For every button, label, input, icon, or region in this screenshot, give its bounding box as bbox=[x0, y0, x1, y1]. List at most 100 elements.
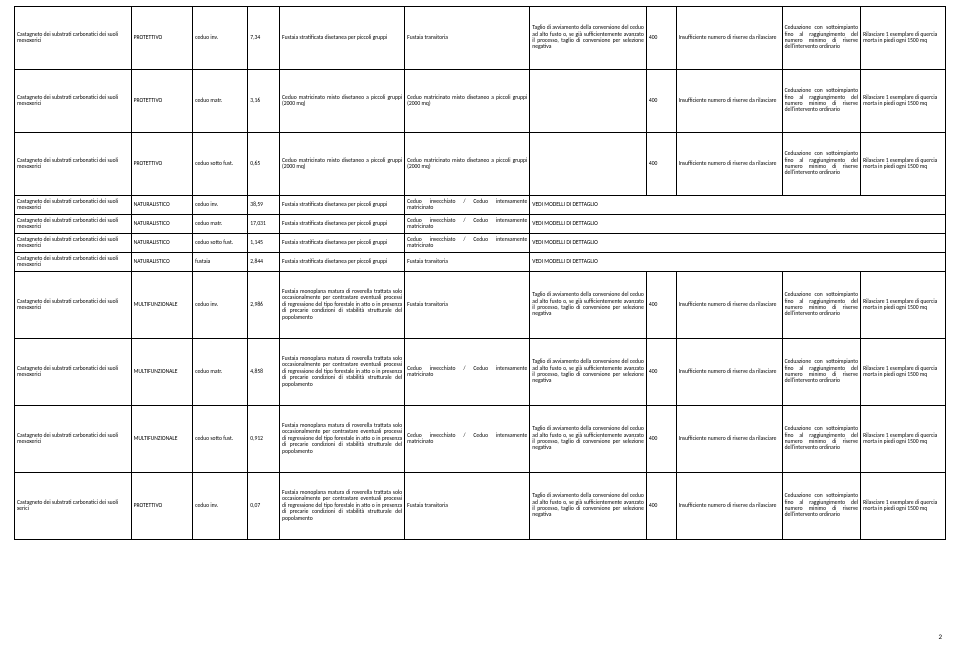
cell: 7,34 bbox=[248, 7, 280, 70]
table-row: Castagneto dei substrati carbonatici dei… bbox=[15, 253, 946, 272]
cell: PROTETTIVO bbox=[131, 473, 193, 540]
cell: Ceduo invecchiato / Ceduo intensamente m… bbox=[405, 406, 530, 473]
cell: Rilasciare 1 esemplare di quercia morta … bbox=[861, 473, 946, 540]
cell: PROTETTIVO bbox=[131, 7, 193, 70]
cell: 4,858 bbox=[248, 339, 280, 406]
cell: MULTIFUNZIONALE bbox=[131, 406, 193, 473]
cell: Castagneto dei substrati carbonatici dei… bbox=[15, 133, 132, 196]
cell: Ceduo invecchiato / Ceduo intensamente m… bbox=[405, 234, 530, 253]
table-row: Castagneto dei substrati carbonatici dei… bbox=[15, 339, 946, 406]
cell: ceduo matr. bbox=[193, 339, 248, 406]
cell: Ceduo invecchiato / Ceduo intensamente m… bbox=[405, 196, 530, 215]
cell: 38,59 bbox=[248, 196, 280, 215]
cell: Rilasciare 1 esemplare di quercia morta … bbox=[861, 339, 946, 406]
cell: Taglio di avviamento della conversione d… bbox=[530, 473, 647, 540]
cell: ceduo sotto fust. bbox=[193, 406, 248, 473]
forest-management-table: Castagneto dei substrati carbonatici dei… bbox=[14, 6, 946, 540]
cell: Ceduo invecchiato / Ceduo intensamente m… bbox=[405, 339, 530, 406]
cell: Fustaia stratificata disetanea per picco… bbox=[280, 215, 405, 234]
cell: 400 bbox=[646, 473, 676, 540]
cell: 2,844 bbox=[248, 253, 280, 272]
cell: NATURALISTICO bbox=[131, 253, 193, 272]
cell: 400 bbox=[646, 406, 676, 473]
cell: Castagneto dei substrati carbonatici dei… bbox=[15, 272, 132, 339]
cell: Ceduo matricinato misto disetaneo a picc… bbox=[405, 70, 530, 133]
cell: 400 bbox=[646, 70, 676, 133]
cell: Taglio di avviamento della conversione d… bbox=[530, 7, 647, 70]
cell: Insufficiente numero di riserve da rilas… bbox=[676, 133, 782, 196]
cell: Castagneto dei substrati carbonatici dei… bbox=[15, 70, 132, 133]
cell: PROTETTIVO bbox=[131, 70, 193, 133]
table-row: Castagneto dei substrati carbonatici dei… bbox=[15, 473, 946, 540]
cell: Rilasciare 1 esemplare di quercia morta … bbox=[861, 406, 946, 473]
cell: Rilasciare 1 esemplare di quercia morta … bbox=[861, 7, 946, 70]
cell: ceduo sotto fust. bbox=[193, 133, 248, 196]
table-row: Castagneto dei substrati carbonatici dei… bbox=[15, 70, 946, 133]
cell: Fustaia transitoria bbox=[405, 7, 530, 70]
cell: Ceduazione con sottoimpianto fino al rag… bbox=[782, 272, 860, 339]
cell: Ceduo matricinato misto disetaneo a picc… bbox=[405, 133, 530, 196]
cell: Ceduazione con sottoimpianto fino al rag… bbox=[782, 7, 860, 70]
cell: PROTETTIVO bbox=[131, 133, 193, 196]
cell: Insufficiente numero di riserve da rilas… bbox=[676, 70, 782, 133]
page-number: 2 bbox=[938, 632, 942, 641]
cell: Fustaia transitoria bbox=[405, 272, 530, 339]
cell: 400 bbox=[646, 339, 676, 406]
cell: Ceduo matricinato misto disetaneo a picc… bbox=[280, 70, 405, 133]
cell: ceduo matr. bbox=[193, 70, 248, 133]
cell: Ceduazione con sottoimpianto fino al rag… bbox=[782, 133, 860, 196]
cell: Fustaia transitoria bbox=[405, 473, 530, 540]
cell: ceduo inv. bbox=[193, 272, 248, 339]
cell: VEDI MODELLI DI DETTAGLIO bbox=[530, 234, 946, 253]
cell: Insufficiente numero di riserve da rilas… bbox=[676, 272, 782, 339]
cell: VEDI MODELLI DI DETTAGLIO bbox=[530, 253, 946, 272]
cell: 2,986 bbox=[248, 272, 280, 339]
cell: Rilasciare 1 esemplare di quercia morta … bbox=[861, 133, 946, 196]
table-row: Castagneto dei substrati carbonatici dei… bbox=[15, 196, 946, 215]
cell: Fustaia monoplana matura di roverella tr… bbox=[280, 406, 405, 473]
cell bbox=[530, 70, 647, 133]
cell: 400 bbox=[646, 7, 676, 70]
cell: ceduo sotto fust. bbox=[193, 234, 248, 253]
cell: ceduo inv. bbox=[193, 196, 248, 215]
cell: 0,07 bbox=[248, 473, 280, 540]
cell: NATURALISTICO bbox=[131, 215, 193, 234]
cell: ceduo matr. bbox=[193, 215, 248, 234]
cell: 400 bbox=[646, 133, 676, 196]
cell: VEDI MODELLI DI DETTAGLIO bbox=[530, 215, 946, 234]
cell: Ceduazione con sottoimpianto fino al rag… bbox=[782, 70, 860, 133]
cell: Ceduazione con sottoimpianto fino al rag… bbox=[782, 339, 860, 406]
cell: 1,145 bbox=[248, 234, 280, 253]
cell: fustaia bbox=[193, 253, 248, 272]
table-row: Castagneto dei substrati carbonatici dei… bbox=[15, 7, 946, 70]
cell: Taglio di avviamento della conversione d… bbox=[530, 272, 647, 339]
table-row: Castagneto dei substrati carbonatici dei… bbox=[15, 234, 946, 253]
cell: 0,65 bbox=[248, 133, 280, 196]
cell: Fustaia stratificata disetanea per picco… bbox=[280, 196, 405, 215]
cell: Fustaia stratificata disetanea per picco… bbox=[280, 253, 405, 272]
cell: Fustaia transitoria bbox=[405, 253, 530, 272]
table-row: Castagneto dei substrati carbonatici dei… bbox=[15, 215, 946, 234]
cell: Ceduo invecchiato / Ceduo intensamente m… bbox=[405, 215, 530, 234]
cell: 17,031 bbox=[248, 215, 280, 234]
cell: Ceduazione con sottoimpianto fino al rag… bbox=[782, 473, 860, 540]
cell: Castagneto dei substrati carbonatici dei… bbox=[15, 7, 132, 70]
cell: ceduo inv. bbox=[193, 473, 248, 540]
table-row: Castagneto dei substrati carbonatici dei… bbox=[15, 406, 946, 473]
cell: Rilasciare 1 esemplare di quercia morta … bbox=[861, 272, 946, 339]
cell: MULTIFUNZIONALE bbox=[131, 339, 193, 406]
cell: Castagneto dei substrati carbonatici dei… bbox=[15, 215, 132, 234]
cell: VEDI MODELLI DI DETTAGLIO bbox=[530, 196, 946, 215]
cell: Insufficiente numero di riserve da rilas… bbox=[676, 473, 782, 540]
cell: Taglio di avviamento della conversione d… bbox=[530, 339, 647, 406]
cell: Insufficiente numero di riserve da rilas… bbox=[676, 339, 782, 406]
cell: Fustaia monoplana matura di roverella tr… bbox=[280, 473, 405, 540]
cell: Fustaia monoplana matura di roverella tr… bbox=[280, 272, 405, 339]
cell: Fustaia stratificata disetanea per picco… bbox=[280, 7, 405, 70]
cell: Castagneto dei substrati carbonatici dei… bbox=[15, 406, 132, 473]
cell bbox=[530, 133, 647, 196]
cell: NATURALISTICO bbox=[131, 234, 193, 253]
cell: Castagneto dei substrati carbonatici dei… bbox=[15, 196, 132, 215]
cell: MULTIFUNZIONALE bbox=[131, 272, 193, 339]
cell: ceduo inv. bbox=[193, 7, 248, 70]
